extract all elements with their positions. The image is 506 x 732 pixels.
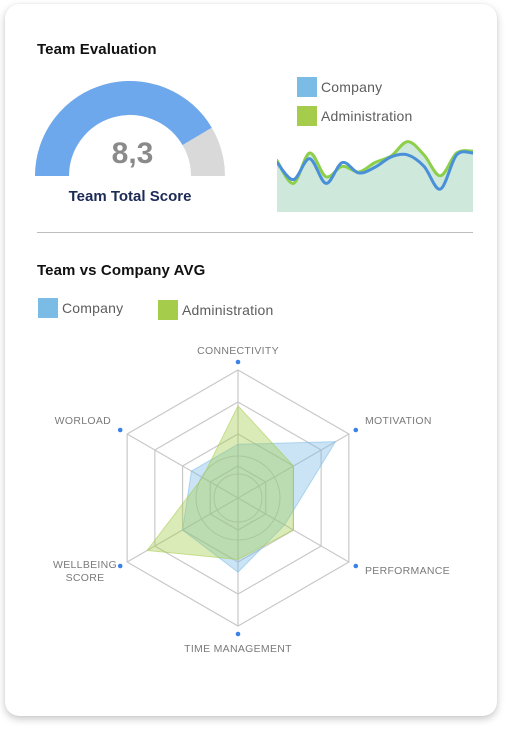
- legend-label: Administration: [182, 302, 274, 318]
- radar-spoke: [126, 433, 239, 499]
- sparkline-administration-line: [277, 140, 473, 185]
- gauge-caption: Team Total Score: [68, 188, 192, 205]
- legend-item-administration[interactable]: Administration: [158, 300, 274, 320]
- radar-axis-dot: [235, 359, 241, 365]
- team-score-gauge: [35, 81, 225, 177]
- sparkline-company-line: [277, 150, 473, 191]
- radar-series-company: [182, 441, 337, 573]
- section-divider: [37, 232, 473, 233]
- radar-inner-circle: [213, 473, 263, 523]
- legend-label: Administration: [321, 108, 413, 124]
- radar-axis-dot: [353, 563, 359, 569]
- trend-sparkline: [277, 140, 473, 212]
- gauge-fill: [35, 81, 212, 177]
- radar-axis-label-worload: WORLOAD: [55, 415, 111, 427]
- sparkline-area: [277, 141, 473, 212]
- radar-axis-label-connectivity: CONNECTIVITY: [197, 345, 279, 357]
- legend-item-company[interactable]: Company: [297, 77, 382, 97]
- section-title: Team vs Company AVG: [37, 262, 206, 279]
- radar-axis-label-time-management: TIME MANAGEMENT: [184, 643, 292, 655]
- legend-item-company[interactable]: Company: [38, 298, 123, 318]
- legend-item-administration[interactable]: Administration: [297, 106, 413, 126]
- team-evaluation-card: Team Evaluation 8,3 Team Total Score Com…: [5, 4, 497, 716]
- radar-axis-dot: [235, 631, 241, 637]
- radar-axis-dot: [353, 427, 359, 433]
- radar-axis-label-line: WELLBEING: [53, 559, 117, 571]
- radar-chart: CONNECTIVITY MOTIVATION PERFORMANCE TIME MA…: [53, 345, 450, 655]
- gauge-score-value: 8,3: [111, 137, 154, 170]
- card-title: Team Evaluation: [37, 41, 157, 58]
- radar-axis-dot: [117, 563, 123, 569]
- radar-axis-label-line: SCORE: [66, 572, 105, 584]
- legend-label: Company: [321, 79, 383, 95]
- legend-swatch-company: [38, 298, 58, 318]
- legend-swatch-company: [297, 77, 317, 97]
- radar-axis-dot: [117, 427, 123, 433]
- radar-inner-circle: [195, 455, 281, 541]
- radar-axis-label-motivation: MOTIVATION: [365, 415, 432, 427]
- legend-label: Company: [62, 300, 124, 316]
- legend-swatch-administration: [158, 300, 178, 320]
- radar-series-administration: [146, 404, 294, 560]
- legend-swatch-administration: [297, 106, 317, 126]
- radar-axis-label-performance: PERFORMANCE: [365, 565, 450, 577]
- radar-axis-label-wellbeing-score: WELLBEING SCORE: [53, 559, 117, 584]
